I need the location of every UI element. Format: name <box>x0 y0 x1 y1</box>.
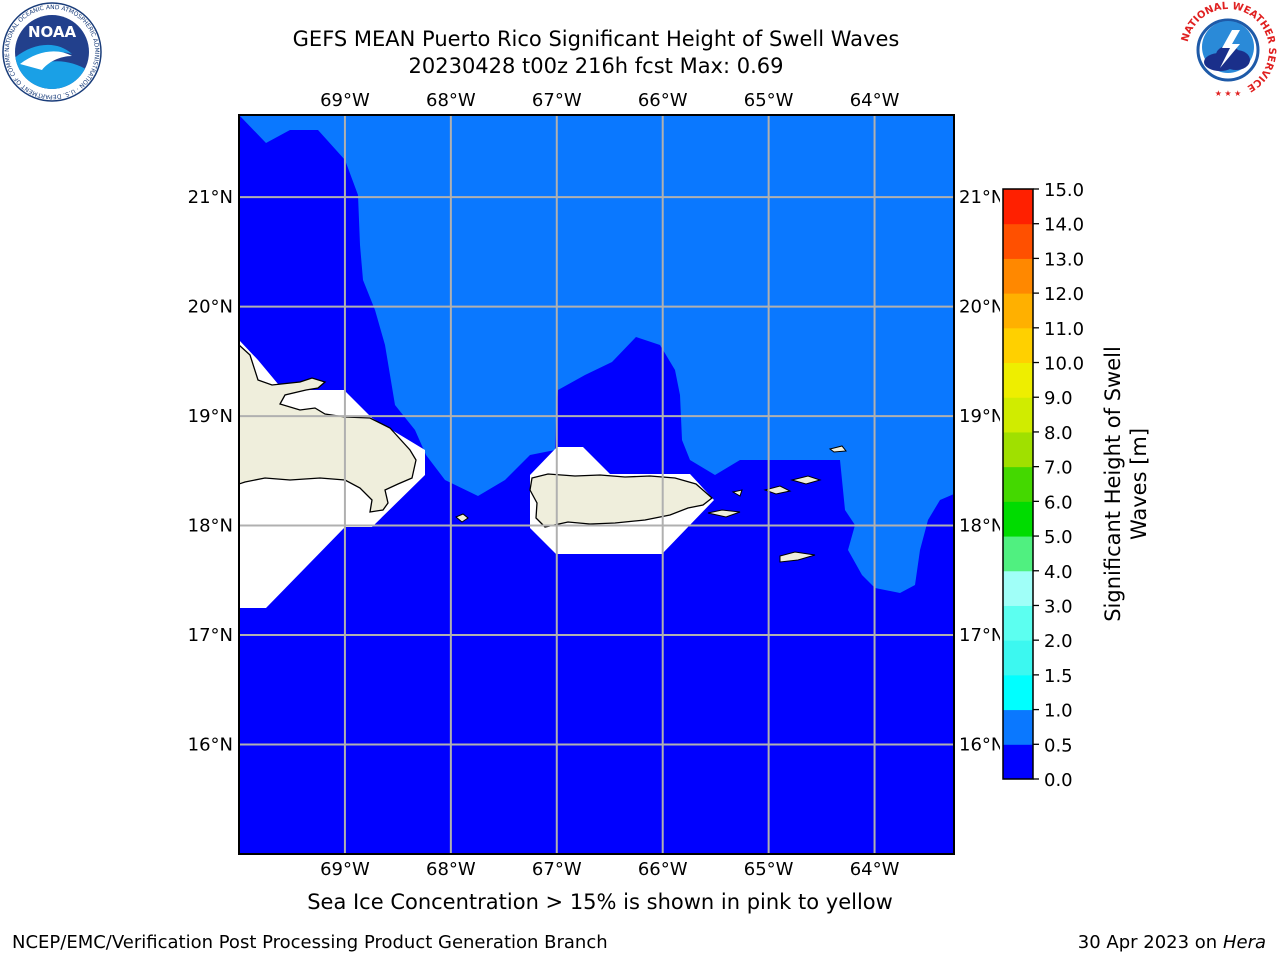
island-mona <box>455 513 469 523</box>
colorbar-segment-2 <box>1003 674 1033 711</box>
lat-label-right-0: 21°N <box>959 187 1000 208</box>
colorbar-tick-label-15: 13.0 <box>1044 249 1084 270</box>
colorbar-segment-1 <box>1003 709 1033 745</box>
noaa-logo: NATIONAL OCEANIC AND ATMOSPHERIC ADMINIS… <box>2 2 102 102</box>
colorbar-segment-6 <box>1003 536 1033 572</box>
run-date-text: 30 Apr 2023 on <box>1077 932 1223 953</box>
map-panel: 69°W 69°W 68°W 68°W 67°W 67°W 66°W 66°W 65°W 65°W… <box>188 90 1000 880</box>
island-vieques <box>707 509 741 518</box>
island-st-thomas <box>763 485 792 495</box>
colorbar-segment-9 <box>1003 431 1033 468</box>
lat-label-left-0: 21°N <box>188 187 233 208</box>
colorbar-segment-16 <box>1003 189 1033 225</box>
island-anegada <box>828 445 847 453</box>
colorbar: 0.0 0.5 1.0 1.5 2.0 3.0 4.0 5.0 6.0 7.0 8.0 9.0 10.0… <box>1002 180 1151 791</box>
island-tortola <box>790 475 822 485</box>
lat-label-left-1: 20°N <box>188 297 233 318</box>
machine-name: Hera <box>1222 932 1266 953</box>
lat-label-left-5: 16°N <box>188 735 233 756</box>
colorbar-tick-label-7: 5.0 <box>1044 527 1073 548</box>
lon-label-bottom-4: 65°W <box>744 859 794 880</box>
colorbar-segment-15 <box>1003 223 1033 259</box>
colorbar-tick-label-4: 2.0 <box>1044 631 1073 652</box>
lat-label-right-1: 20°N <box>959 297 1000 318</box>
lon-label-bottom-0: 69°W <box>320 859 370 880</box>
colorbar-tick-label-9: 7.0 <box>1044 458 1073 479</box>
run-date: 30 Apr 2023 on Hera <box>1078 932 1266 953</box>
colorbar-frame <box>1002 188 1034 780</box>
lon-label-top-4: 65°W <box>744 90 794 111</box>
colorbar-tick-label-14: 12.0 <box>1044 284 1084 305</box>
colorbar-tick-label-11: 9.0 <box>1044 388 1073 409</box>
lon-label-bottom-3: 66°W <box>638 859 688 880</box>
colorbar-segment-11 <box>1003 362 1033 398</box>
colorbar-tick-label-3: 1.5 <box>1044 666 1073 687</box>
noaa-wordmark: NOAA <box>28 23 77 41</box>
hispaniola-land <box>239 344 417 513</box>
colorbar-tick-label-6: 4.0 <box>1044 562 1073 583</box>
lat-label-left-3: 18°N <box>188 516 233 537</box>
colorbar-segment-10 <box>1003 397 1033 433</box>
lon-label-top-2: 67°W <box>532 90 582 111</box>
lat-label-right-2: 19°N <box>959 406 1000 427</box>
lat-label-right-5: 16°N <box>959 735 1000 756</box>
colorbar-segment-7 <box>1003 501 1033 537</box>
colorbar-segment-14 <box>1003 258 1033 294</box>
colorbar-tick-label-16: 14.0 <box>1044 215 1084 236</box>
colorbar-segment-12 <box>1003 327 1033 364</box>
nws-logo: NATIONAL WEATHER SERVICE ★ ★ ★ <box>1179 1 1277 99</box>
lon-label-top-1: 68°W <box>426 90 476 111</box>
colorbar-segment-0 <box>1003 744 1033 780</box>
svg-text:★ ★ ★: ★ ★ ★ <box>1215 89 1242 98</box>
colorbar-tick-label-17: 15.0 <box>1044 180 1084 201</box>
branch-credit: NCEP/EMC/Verification Post Processing Pr… <box>12 932 608 953</box>
colorbar-segment-4 <box>1003 605 1033 641</box>
lon-label-bottom-1: 68°W <box>426 859 476 880</box>
colorbar-segment-5 <box>1003 570 1033 606</box>
colorbar-label: Significant Height of SwellWaves [m] <box>1101 346 1151 622</box>
axis-labels: 69°W 69°W 68°W 68°W 67°W 67°W 66°W 66°W 65°W 65°W… <box>188 90 1000 880</box>
colorbar-tick-label-12: 10.0 <box>1044 354 1084 375</box>
colorbar-tick-label-5: 3.0 <box>1044 596 1073 617</box>
lon-label-top-3: 66°W <box>638 90 688 111</box>
lon-label-bottom-5: 64°W <box>850 859 900 880</box>
colorbar-segment-3 <box>1003 640 1033 676</box>
colorbar-tick-label-10: 8.0 <box>1044 423 1073 444</box>
map-subtitle: 20230428 t00z 216h fcst Max: 0.69 <box>408 54 784 78</box>
puerto-rico-land <box>529 473 714 528</box>
lon-label-bottom-2: 67°W <box>532 859 582 880</box>
colorbar-tick-label-0: 0.0 <box>1044 770 1073 791</box>
lat-label-right-4: 17°N <box>959 625 1000 646</box>
colorbar-tick-label-2: 1.0 <box>1044 701 1073 722</box>
colorbar-tick-label-8: 6.0 <box>1044 492 1073 513</box>
swell-band-0.5-1.0 <box>239 115 954 593</box>
island-st-croix <box>779 551 816 563</box>
island-culebra <box>731 489 743 497</box>
lat-label-right-3: 18°N <box>959 516 1000 537</box>
colorbar-segment-8 <box>1003 466 1033 502</box>
colorbar-segment-13 <box>1003 293 1033 329</box>
colorbar-tick-label-13: 11.0 <box>1044 319 1084 340</box>
lon-label-top-5: 64°W <box>850 90 900 111</box>
lat-label-left-4: 17°N <box>188 625 233 646</box>
sea-ice-note: Sea Ice Concentration > 15% is shown in … <box>307 890 893 914</box>
map-title: GEFS MEAN Puerto Rico Significant Height… <box>292 27 900 51</box>
colorbar-tick-label-1: 0.5 <box>1044 735 1073 756</box>
lat-label-left-2: 19°N <box>188 406 233 427</box>
map-frame <box>238 114 955 855</box>
gridlines <box>239 115 954 854</box>
lon-label-top-0: 69°W <box>320 90 370 111</box>
